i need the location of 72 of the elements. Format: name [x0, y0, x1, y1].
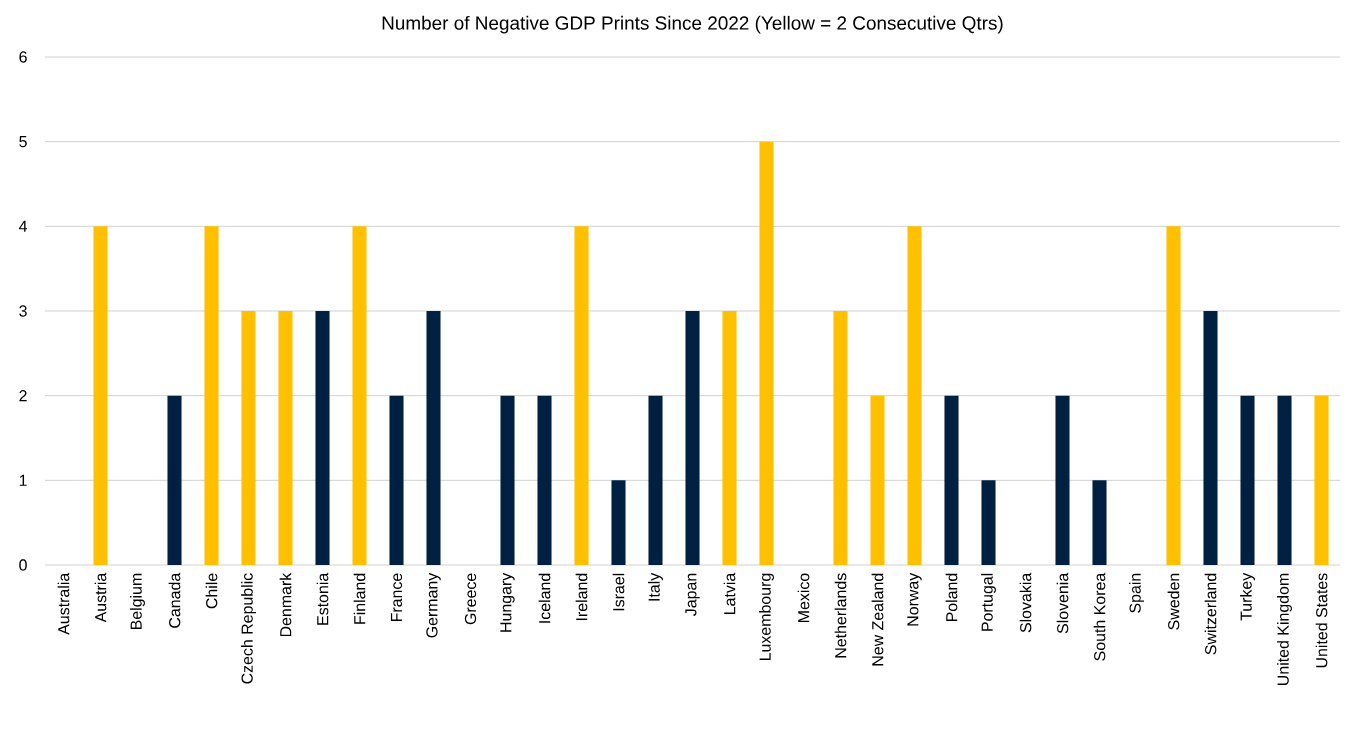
- x-tick-label: United States: [1315, 573, 1328, 668]
- x-tick-label: Israel: [612, 573, 625, 611]
- x-tick-label: Chile: [205, 573, 218, 609]
- x-tick-label: Turkey: [1240, 572, 1255, 621]
- x-tick-label: Spain: [1129, 573, 1144, 613]
- x-tick-label: Japan: [685, 573, 700, 616]
- bar: [870, 395, 885, 565]
- bar: [1314, 395, 1329, 565]
- x-tick-label: United Kingdom: [1277, 573, 1292, 685]
- bar: [907, 226, 922, 565]
- y-tick-label: 5: [19, 136, 27, 148]
- x-tick-label: South Korea: [1093, 572, 1106, 661]
- bar: [278, 311, 293, 565]
- bar: [537, 395, 552, 565]
- x-tick-label: Hungary: [500, 572, 515, 632]
- x-tick-label: Luxembourg: [759, 573, 774, 661]
- x-tick-label: New Zealand: [871, 573, 884, 666]
- bar: [611, 480, 626, 565]
- bar: [500, 395, 515, 565]
- x-tick-label: Ireland: [575, 573, 588, 621]
- bar: [1203, 311, 1218, 565]
- bar: [1166, 226, 1181, 565]
- bar: [722, 311, 737, 565]
- y-tick-label: 0: [19, 559, 27, 571]
- x-tick-label: Italy: [648, 572, 663, 601]
- x-tick-label: Slovakia: [1019, 572, 1032, 633]
- bar: [1055, 395, 1070, 565]
- bar: [241, 311, 256, 565]
- x-tick-label: Switzerland: [1204, 573, 1217, 655]
- bar: [944, 395, 959, 565]
- x-tick-label: Netherlands: [834, 573, 847, 658]
- bar: [204, 226, 219, 565]
- x-tick-label: Czech Republic: [241, 573, 256, 684]
- bar: [1240, 395, 1255, 565]
- bar: [167, 395, 182, 565]
- y-tick-label: 2: [19, 390, 27, 402]
- bar: [426, 311, 441, 565]
- bar: [685, 311, 700, 565]
- bar: [981, 480, 996, 565]
- x-tick-label: Estonia: [316, 572, 329, 625]
- bar: [93, 226, 108, 565]
- bar: [315, 311, 330, 565]
- x-tick-label: Sweden: [1167, 573, 1180, 630]
- x-tick-label: Iceland: [538, 573, 551, 623]
- x-tick-label: Germany: [426, 572, 441, 638]
- x-tick-label: Denmark: [279, 572, 292, 637]
- x-tick-label: Austria: [94, 572, 107, 623]
- x-tick-label: Latvia: [723, 572, 736, 614]
- x-tick-label: Canada: [168, 572, 181, 628]
- x-tick-label: Portugal: [981, 573, 996, 631]
- y-tick-label: 6: [19, 51, 27, 63]
- y-tick-label: 3: [19, 305, 27, 317]
- x-tick-label: Australia: [57, 572, 70, 635]
- x-tick-label: France: [390, 573, 403, 622]
- x-tick-label: Greece: [464, 573, 477, 625]
- y-tick-label: 4: [18, 220, 28, 232]
- bar: [389, 395, 404, 565]
- chart-title: Number of Negative GDP Prints Since 2022 (Yellow = 2 Consecutive Qtrs): [382, 15, 1003, 34]
- x-tick-label: Finland: [353, 573, 366, 624]
- bar: [759, 141, 774, 565]
- x-tick-label: Belgium: [130, 573, 145, 630]
- bar: [833, 311, 848, 565]
- x-tick-label: Poland: [945, 573, 958, 622]
- x-tick-label: Mexico: [797, 573, 810, 622]
- x-tick-label: Norway: [907, 572, 922, 626]
- bar: [1092, 480, 1107, 565]
- x-tick-label: Slovenia: [1056, 572, 1069, 634]
- bar: [574, 226, 589, 565]
- bar: [648, 395, 663, 565]
- bar: [1277, 395, 1292, 565]
- bar: [352, 226, 367, 565]
- y-tick-label: 1: [19, 474, 27, 486]
